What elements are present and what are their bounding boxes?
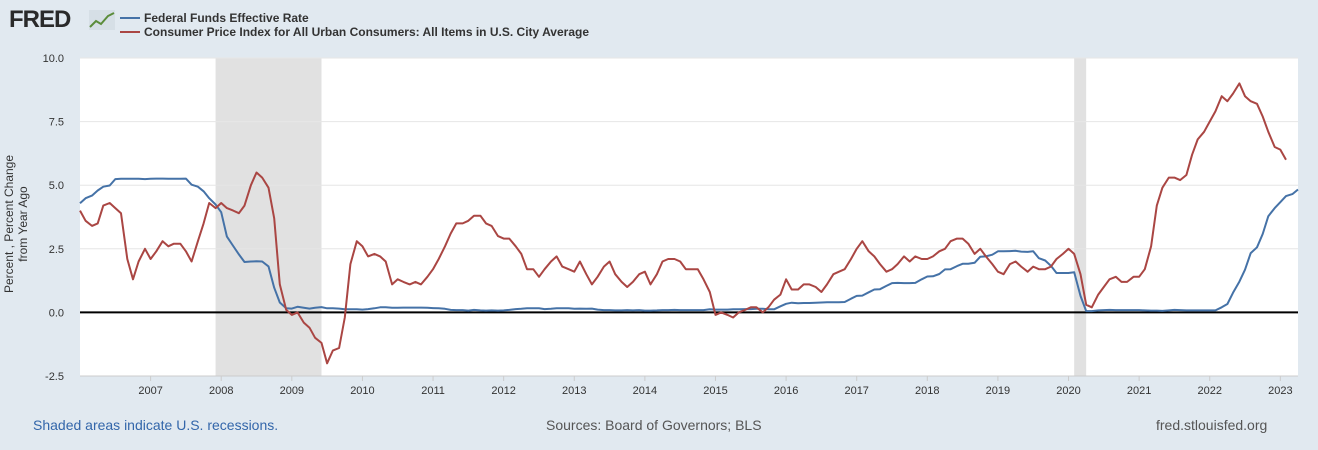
x-tick-label: 2007 [138,385,162,397]
legend-label-cpi: Consumer Price Index for All Urban Consu… [144,25,589,39]
x-tick-label: 2014 [633,385,657,397]
x-tick-label: 2012 [491,385,515,397]
y-tick-label: 2.5 [49,244,64,256]
y-tick-label: 0.0 [49,307,64,319]
legend: Federal Funds Effective Rate Consumer Pr… [120,11,589,39]
y-tick-label: 10.0 [43,53,64,65]
x-tick-label: 2020 [1056,385,1080,397]
x-tick-label: 2019 [986,385,1010,397]
sources-text: Sources: Board of Governors; BLS [546,417,762,433]
recession-note: Shaded areas indicate U.S. recessions. [33,417,279,433]
y-axis-label: Percent , Percent Change from Year Ago [2,154,30,294]
x-tick-label: 2011 [421,385,445,397]
y-tick-label: -2.5 [45,371,64,383]
legend-label-fedfunds: Federal Funds Effective Rate [144,11,309,25]
x-tick-label: 2021 [1127,385,1151,397]
x-tick-label: 2008 [209,385,233,397]
x-tick-label: 2010 [350,385,374,397]
y-tick-label: 5.0 [49,180,64,192]
line-chart[interactable]: 10.0 7.5 5.0 2.5 0.0 -2.5 2007 2008 2009 2010 2011… [0,0,1318,410]
recession-band-1 [1074,58,1087,376]
fred-logo[interactable]: FRED [9,6,71,33]
x-tick-label: 2013 [562,385,586,397]
chart-logo-icon [89,10,115,30]
x-tick-label: 2022 [1197,385,1221,397]
x-tick-label: 2018 [915,385,939,397]
series-line-fedfunds [79,177,1299,313]
x-tick-label: 2009 [280,385,304,397]
legend-swatch-cpi [120,31,140,33]
site-link[interactable]: fred.stlouisfed.org [1156,417,1268,433]
x-tick-label: 2015 [703,385,727,397]
series-line-cpi [79,82,1287,365]
x-tick-label: 2023 [1268,385,1292,397]
legend-item-cpi[interactable]: Consumer Price Index for All Urban Consu… [120,25,589,39]
x-tick-label: 2016 [774,385,798,397]
x-tick-label: 2017 [844,385,868,397]
chart-area: 10.0 7.5 5.0 2.5 0.0 -2.5 2007 2008 2009 2010 2011… [0,0,1318,410]
recession-band-0 [215,58,322,376]
legend-swatch-fedfunds [120,17,140,19]
legend-item-fedfunds[interactable]: Federal Funds Effective Rate [120,11,589,25]
y-tick-label: 7.5 [49,117,64,129]
